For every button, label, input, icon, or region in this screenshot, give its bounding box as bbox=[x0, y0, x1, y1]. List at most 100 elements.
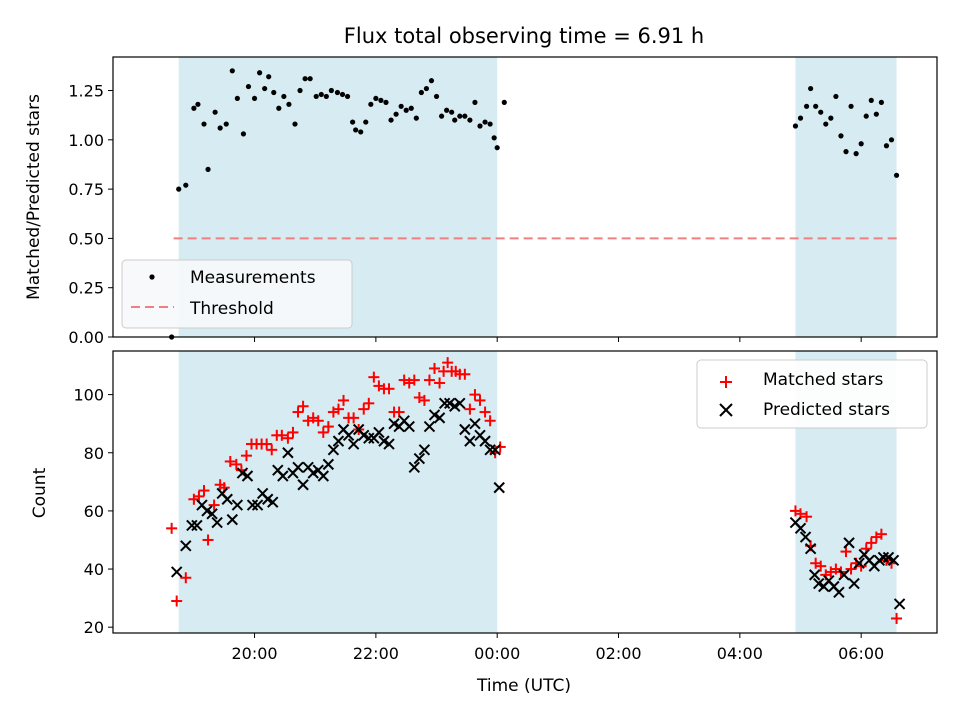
measurement-point-61 bbox=[487, 121, 493, 127]
matched-star-point-67 bbox=[801, 511, 813, 523]
measurement-point-73 bbox=[833, 93, 839, 100]
chart-title: Flux total observing time = 6.91 h bbox=[344, 24, 704, 48]
matched-star-point-64 bbox=[494, 441, 506, 453]
measurement-point-5 bbox=[201, 121, 207, 127]
predicted-star-point-57 bbox=[464, 435, 476, 447]
measurement-point-38 bbox=[373, 95, 379, 102]
matched-star-point-13 bbox=[240, 450, 252, 462]
measurement-point-78 bbox=[858, 141, 864, 147]
predicted-star-point-82 bbox=[877, 551, 890, 564]
predicted-star-point-33 bbox=[342, 429, 355, 442]
matched-star-point-20 bbox=[276, 429, 288, 441]
bottom-y-tick-label-2: 60 bbox=[84, 502, 104, 521]
measurement-point-50 bbox=[433, 93, 440, 100]
predicted-star-point-28 bbox=[317, 470, 330, 482]
matched-star-point-0 bbox=[166, 522, 178, 534]
predicted-star-point-9 bbox=[221, 493, 233, 505]
matched-star-point-70 bbox=[815, 560, 827, 572]
shaded-region-1 bbox=[795, 57, 897, 337]
measurement-point-81 bbox=[873, 111, 879, 117]
predicted-star-point-2 bbox=[186, 519, 198, 532]
predicted-star-point-52 bbox=[438, 397, 451, 410]
measurement-point-77 bbox=[853, 151, 859, 157]
matched-star-point-49 bbox=[423, 374, 435, 386]
predicted-star-point-49 bbox=[423, 420, 436, 433]
measurement-point-75 bbox=[843, 149, 849, 155]
measurement-point-25 bbox=[307, 76, 313, 82]
measurement-point-79 bbox=[863, 113, 869, 119]
measurement-point-15 bbox=[257, 70, 263, 76]
measurement-points bbox=[169, 68, 900, 340]
matched-star-point-75 bbox=[840, 546, 852, 558]
legend-predicted-marker bbox=[719, 403, 733, 417]
predicted-star-point-63 bbox=[493, 481, 505, 494]
predicted-star-point-61 bbox=[484, 444, 496, 456]
matched-star-point-7 bbox=[208, 499, 220, 511]
measurement-point-42 bbox=[393, 111, 399, 117]
bottom-y-tick-label-0: 20 bbox=[84, 618, 104, 637]
predicted-star-point-30 bbox=[327, 444, 340, 456]
matched-star-point-58 bbox=[464, 403, 476, 415]
measurement-point-46 bbox=[413, 115, 419, 121]
matched-star-point-22 bbox=[287, 426, 299, 438]
predicted-star-point-13 bbox=[241, 470, 254, 482]
x-tick-label-1: 22:00 bbox=[353, 644, 399, 663]
x-axis-label: Time (UTC) bbox=[476, 676, 571, 696]
predicted-star-point-51 bbox=[433, 412, 446, 424]
measurement-point-12 bbox=[240, 131, 247, 137]
bottom-y-tick-label-4: 100 bbox=[73, 386, 104, 405]
matched-star-point-76 bbox=[845, 563, 857, 575]
bottom-y-tick-label-1: 40 bbox=[84, 560, 104, 579]
x-tick-label-5: 06:00 bbox=[838, 644, 884, 663]
measurement-point-18 bbox=[271, 89, 277, 96]
bottom-y-ticks: 20 40 60 80 100 bbox=[73, 386, 113, 637]
measurement-point-85 bbox=[893, 172, 900, 178]
matched-star-point-57 bbox=[459, 368, 471, 380]
top-axes-frame bbox=[112, 56, 938, 338]
matched-star-point-60 bbox=[474, 394, 486, 406]
predicted-star-point-29 bbox=[322, 458, 335, 471]
measurement-point-72 bbox=[828, 115, 834, 121]
matched-star-point-37 bbox=[363, 397, 375, 409]
legend-threshold-label: Threshold bbox=[189, 299, 274, 319]
matched-star-point-27 bbox=[312, 415, 324, 427]
predicted-star-point-77 bbox=[853, 557, 865, 569]
predicted-star-point-67 bbox=[804, 542, 817, 555]
measurement-point-2 bbox=[183, 182, 189, 188]
measurement-point-22 bbox=[292, 121, 298, 127]
predicted-star-point-60 bbox=[479, 435, 491, 447]
predicted-star-point-37 bbox=[363, 432, 375, 444]
matched-star-point-50 bbox=[429, 362, 441, 374]
bottom-y-axis-label: Count bbox=[30, 467, 50, 518]
matched-star-point-1 bbox=[171, 595, 183, 607]
matched-stars-points bbox=[166, 357, 903, 624]
measurement-point-30 bbox=[334, 89, 341, 96]
measurement-point-62 bbox=[491, 135, 497, 141]
predicted-star-point-0 bbox=[170, 566, 183, 578]
bottom-legend-box bbox=[696, 359, 928, 429]
matched-star-point-80 bbox=[865, 537, 877, 549]
predicted-star-point-6 bbox=[206, 508, 218, 520]
predicted-star-point-1 bbox=[180, 540, 192, 552]
measurement-point-23 bbox=[297, 87, 303, 94]
legend-predicted-label: Predicted stars bbox=[763, 400, 890, 420]
measurement-point-26 bbox=[313, 93, 319, 100]
predicted-star-point-46 bbox=[408, 461, 420, 473]
predicted-star-point-75 bbox=[843, 537, 855, 549]
measurement-point-47 bbox=[418, 89, 424, 96]
predicted-star-point-66 bbox=[799, 531, 812, 543]
x-tick-label-4: 04:00 bbox=[717, 644, 763, 663]
matched-star-point-6 bbox=[202, 534, 214, 546]
matched-star-point-10 bbox=[224, 455, 236, 467]
measurement-point-83 bbox=[883, 143, 890, 149]
matched-star-point-2 bbox=[180, 572, 192, 584]
predicted-star-point-24 bbox=[297, 479, 309, 491]
measurement-point-28 bbox=[323, 93, 329, 100]
matched-star-point-38 bbox=[368, 371, 380, 383]
measurement-point-27 bbox=[318, 91, 324, 98]
matched-star-point-24 bbox=[297, 400, 309, 412]
matched-star-point-21 bbox=[282, 432, 294, 444]
predicted-star-point-47 bbox=[413, 452, 426, 465]
measurement-point-31 bbox=[339, 91, 346, 98]
bottom-axes-frame bbox=[112, 350, 938, 634]
